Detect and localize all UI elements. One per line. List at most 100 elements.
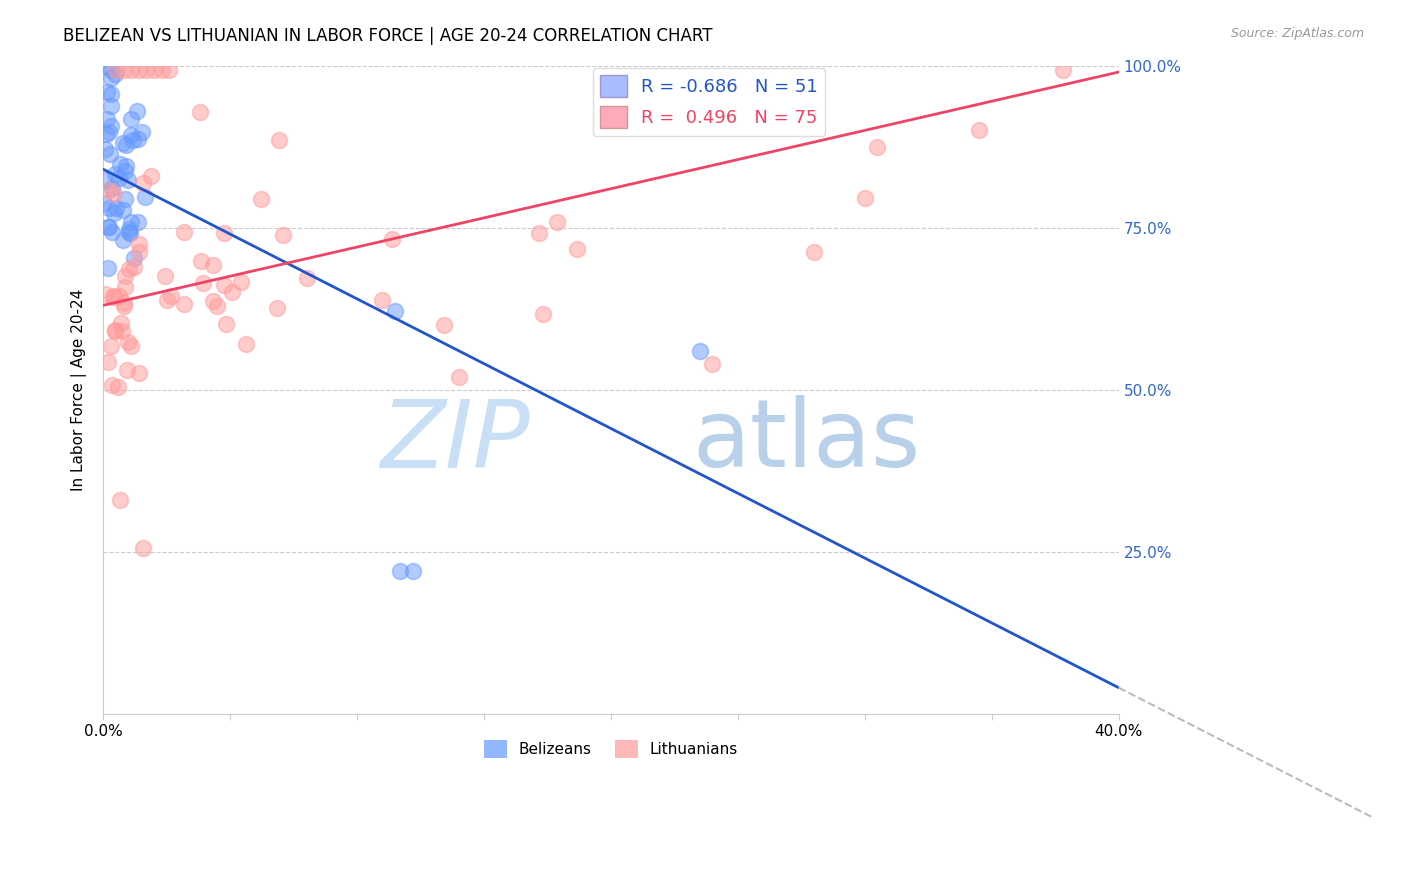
- Point: [111, 325, 134, 339]
- Point: [190, 254, 212, 268]
- Point: [250, 193, 273, 207]
- Point: [131, 125, 153, 139]
- Point: [115, 137, 138, 152]
- Point: [93, 196, 115, 211]
- Point: [112, 233, 135, 247]
- Point: [546, 215, 568, 229]
- Point: [94, 142, 117, 156]
- Point: [160, 289, 183, 303]
- Point: [212, 278, 235, 293]
- Point: [103, 205, 125, 219]
- Point: [132, 541, 155, 555]
- Point: [94, 287, 117, 301]
- Point: [104, 323, 127, 337]
- Point: [104, 324, 127, 338]
- Point: [128, 366, 150, 380]
- Point: [143, 63, 166, 78]
- Point: [371, 293, 394, 308]
- Point: [269, 132, 291, 146]
- Point: [122, 260, 145, 274]
- Point: [100, 87, 122, 101]
- Point: [120, 112, 142, 127]
- Point: [100, 98, 122, 112]
- Point: [97, 261, 120, 276]
- Point: [120, 339, 142, 353]
- Point: [97, 355, 120, 369]
- Point: [114, 164, 136, 178]
- Point: [118, 225, 141, 239]
- Point: [120, 128, 142, 142]
- Point: [231, 275, 253, 289]
- Point: [128, 63, 150, 78]
- Point: [101, 290, 124, 304]
- Point: [384, 303, 406, 318]
- Point: [120, 63, 142, 78]
- Point: [128, 236, 150, 251]
- Point: [853, 191, 876, 205]
- Point: [702, 357, 724, 371]
- Point: [112, 300, 135, 314]
- Point: [100, 378, 122, 392]
- Point: [967, 123, 990, 137]
- Point: [127, 131, 149, 145]
- Point: [111, 203, 134, 218]
- Point: [98, 125, 121, 139]
- Point: [112, 63, 135, 78]
- Point: [127, 215, 149, 229]
- Point: [153, 268, 176, 283]
- Point: [117, 362, 139, 376]
- Point: [96, 128, 118, 142]
- Point: [108, 493, 131, 508]
- Point: [150, 63, 173, 78]
- Point: [110, 316, 132, 330]
- Point: [93, 173, 115, 187]
- Point: [433, 318, 456, 332]
- Text: Source: ZipAtlas.com: Source: ZipAtlas.com: [1230, 27, 1364, 40]
- Point: [531, 308, 554, 322]
- Point: [104, 67, 127, 81]
- Point: [100, 119, 122, 133]
- Point: [689, 343, 711, 358]
- Point: [114, 279, 136, 293]
- Point: [121, 215, 143, 229]
- Point: [271, 228, 294, 243]
- Point: [295, 270, 318, 285]
- Point: [122, 251, 145, 265]
- Point: [114, 269, 136, 284]
- Point: [100, 339, 122, 353]
- Legend: Belizeans, Lithuanians: Belizeans, Lithuanians: [478, 733, 744, 764]
- Point: [108, 156, 131, 170]
- Point: [104, 201, 127, 215]
- Point: [866, 139, 889, 153]
- Point: [235, 336, 257, 351]
- Point: [100, 63, 122, 78]
- Point: [128, 245, 150, 260]
- Point: [202, 258, 225, 272]
- Point: [447, 369, 470, 384]
- Point: [727, 78, 749, 92]
- Point: [191, 276, 214, 290]
- Point: [112, 136, 135, 150]
- Point: [201, 294, 224, 309]
- Point: [98, 202, 121, 216]
- Point: [114, 295, 136, 310]
- Point: [120, 226, 142, 240]
- Point: [100, 71, 122, 86]
- Point: [98, 219, 121, 234]
- Text: ZIP: ZIP: [380, 396, 530, 487]
- Point: [108, 288, 131, 302]
- Point: [97, 219, 120, 234]
- Point: [107, 380, 129, 394]
- Point: [103, 288, 125, 302]
- Point: [98, 147, 121, 161]
- Point: [117, 173, 139, 187]
- Point: [96, 112, 118, 126]
- Point: [205, 299, 228, 313]
- Point: [115, 159, 138, 173]
- Point: [134, 189, 156, 203]
- Point: [212, 226, 235, 240]
- Point: [215, 317, 238, 331]
- Text: BELIZEAN VS LITHUANIAN IN LABOR FORCE | AGE 20-24 CORRELATION CHART: BELIZEAN VS LITHUANIAN IN LABOR FORCE | …: [63, 27, 713, 45]
- Point: [104, 63, 127, 78]
- Point: [173, 296, 195, 310]
